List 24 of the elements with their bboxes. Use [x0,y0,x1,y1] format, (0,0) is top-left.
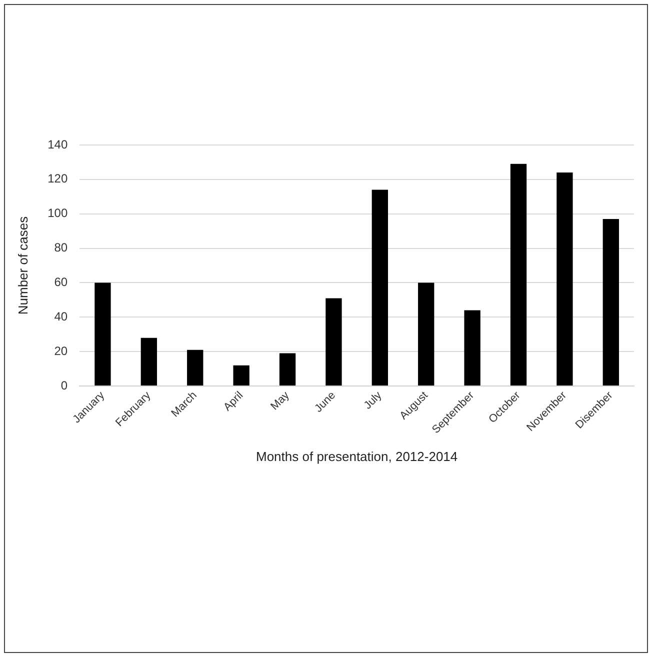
y-tick-label: 20 [54,344,68,358]
x-axis-title: Months of presentation, 2012-2014 [256,448,458,464]
y-tick-label: 80 [54,240,68,255]
bar [556,172,573,386]
y-axis-title: Number of cases [15,216,30,315]
x-tick-label: July [362,389,385,412]
bar [326,298,342,386]
bar [140,338,158,386]
bar [372,190,388,386]
bar [94,282,111,386]
y-tick-label: 60 [54,275,68,290]
bar [510,164,527,386]
bar [279,353,296,386]
x-tick-label: May [268,389,292,413]
y-tick-label: 140 [48,137,68,152]
bar [464,310,480,386]
bar [602,219,619,386]
bar [187,350,204,386]
y-tick-label: 40 [54,309,68,324]
bar [233,365,250,386]
y-tick-label: 100 [48,206,68,220]
y-tick-label: 0 [60,378,68,392]
y-tick-label: 120 [48,172,68,186]
bar [418,282,434,386]
